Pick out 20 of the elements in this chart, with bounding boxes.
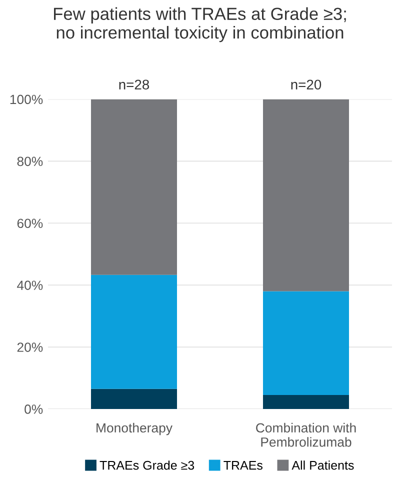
bar <box>91 99 177 275</box>
annotation: n=20 <box>291 80 322 90</box>
x-tick-label: Combination with Pembrolizumab <box>256 422 356 447</box>
y-tick-label: 60% <box>17 218 43 228</box>
y-tick-label: 100% <box>10 94 43 104</box>
bar <box>263 395 349 409</box>
bar <box>263 99 349 292</box>
bar <box>91 388 177 409</box>
x-tick-label: Monotherapy <box>96 422 172 436</box>
bar <box>91 274 177 389</box>
chart-title: Few patients with TRAEs at Grade ≥3; no incremental toxicity in combination <box>54 7 346 42</box>
y-tick-label: 40% <box>17 280 43 290</box>
annotation: n=28 <box>119 80 150 90</box>
legend-label: All Patients <box>292 460 354 470</box>
y-tick-label: 80% <box>17 156 43 166</box>
bar <box>263 291 349 396</box>
y-tick-label: 0% <box>24 404 43 414</box>
legend-label: TRAEs <box>224 461 262 470</box>
y-tick-label: 20% <box>17 342 43 352</box>
legend-label: TRAEs Grade ≥3 <box>100 460 194 470</box>
